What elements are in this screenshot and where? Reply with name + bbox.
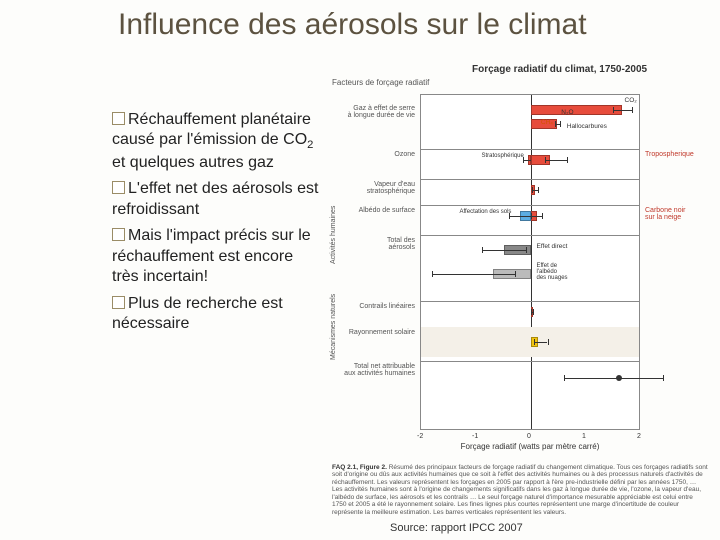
bullet-item: Réchauffement planétaire causé par l'émi… <box>112 110 322 173</box>
bullet-icon <box>112 181 125 194</box>
bullet-icon <box>112 112 125 125</box>
chart-title: Forçage radiatif du climat, 1750-2005 <box>472 64 647 75</box>
source-credit: Source: rapport IPCC 2007 <box>390 522 523 534</box>
forcing-chart: Forçage radiatif du climat, 1750-2005 Fa… <box>332 64 710 534</box>
bullet-item: L'effet net des aérosols est refroidissa… <box>112 179 322 220</box>
bullet-text: L'effet net des aérosols est refroidissa… <box>112 180 318 217</box>
figure-caption: FAQ 2.1, Figure 2. Résumé des principaux… <box>332 464 708 516</box>
side-label-human: Activités humaines <box>330 206 337 264</box>
chart-subtitle: Facteurs de forçage radiatif <box>332 78 429 87</box>
caption-head: FAQ 2.1, Figure 2. <box>332 464 387 471</box>
plot-area: -2-1012Gaz à effet de serreà longue duré… <box>420 94 640 430</box>
caption-body: Résumé des principaux facteurs de forçag… <box>332 464 708 516</box>
bullet-text: Réchauffement planétaire causé par l'émi… <box>112 111 313 171</box>
bullet-item: Mais l'impact précis sur le réchauffemen… <box>112 226 322 287</box>
bullet-text: Plus de recherche est nécessaire <box>112 295 283 332</box>
bullet-icon <box>112 228 125 241</box>
slide-title: Influence des aérosols sur le climat <box>118 8 587 43</box>
bullet-list: Réchauffement planétaire causé par l'émi… <box>112 110 322 341</box>
x-axis-label: Forçage radiatif (watts par mètre carré) <box>420 442 640 451</box>
bullet-icon <box>112 296 125 309</box>
bullet-text: Mais l'impact précis sur le réchauffemen… <box>112 227 311 285</box>
bullet-item: Plus de recherche est nécessaire <box>112 294 322 335</box>
